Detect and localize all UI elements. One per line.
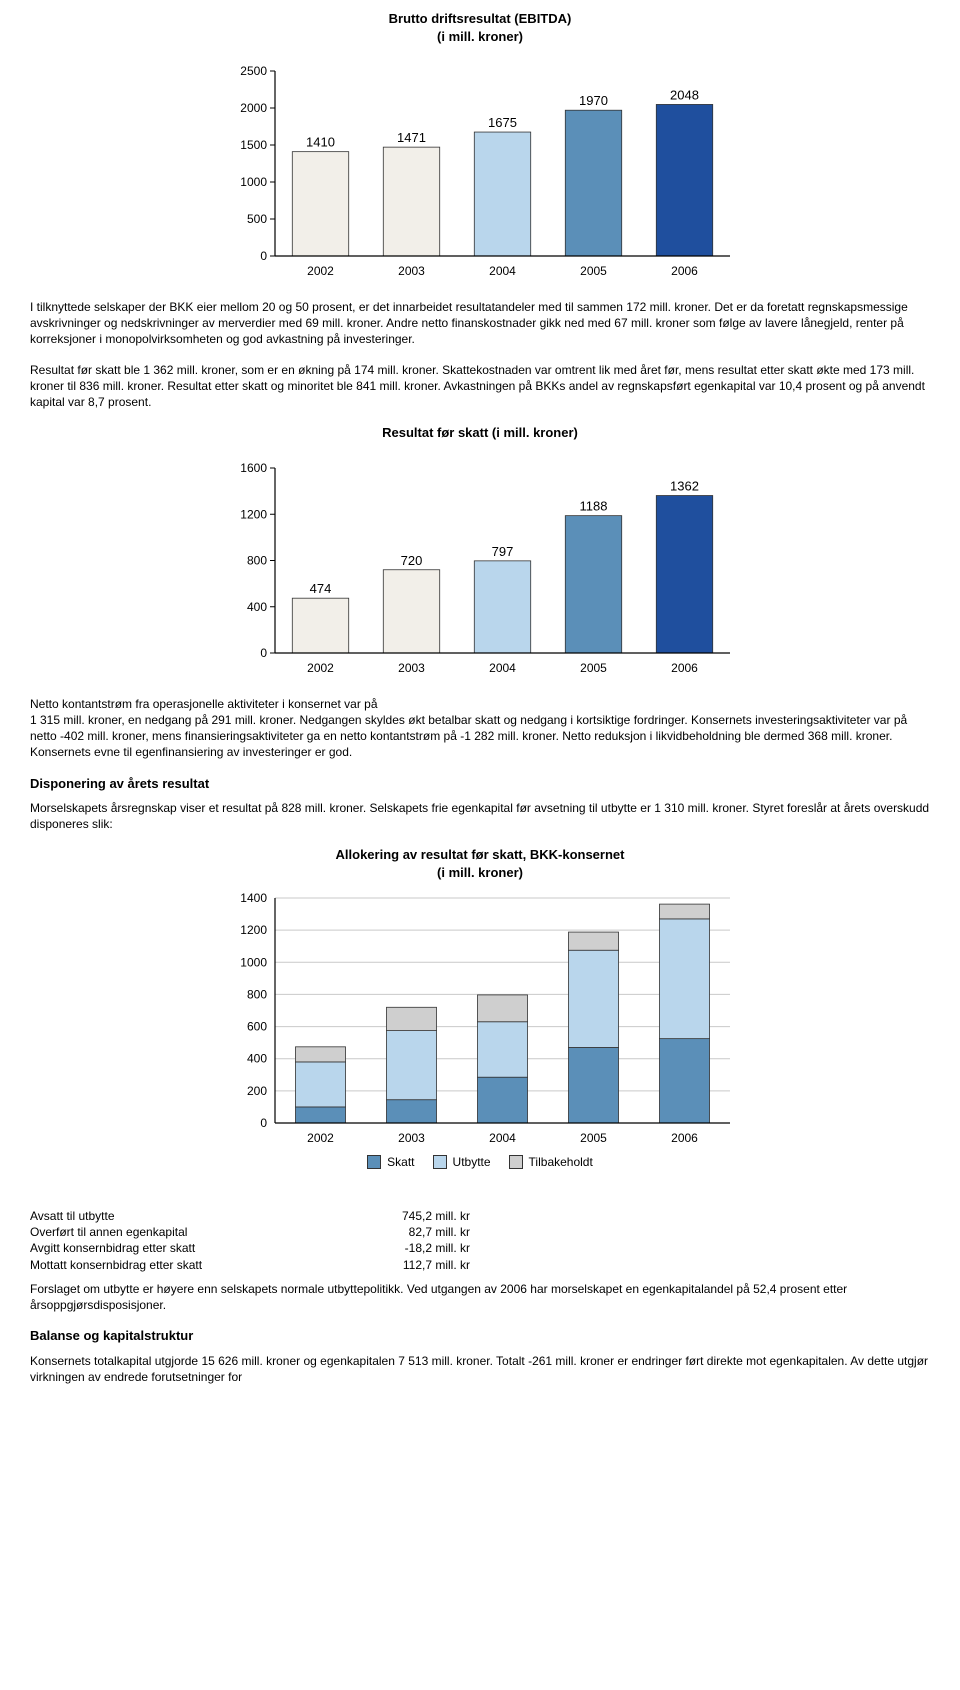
chart2-title: Resultat før skatt (i mill. kroner) (30, 424, 930, 442)
svg-text:1400: 1400 (240, 891, 267, 905)
chart1: 0 500 1000 1500 2000 2500 1410 2002 1471 2003 1675… (30, 51, 930, 281)
svg-text:2002: 2002 (307, 264, 334, 278)
svg-text:1200: 1200 (240, 923, 267, 937)
svg-text:400: 400 (247, 1051, 267, 1065)
chart1-title: Brutto driftsresultat (EBITDA) (i mill. … (30, 10, 930, 45)
legend-item-skatt: Skatt (367, 1154, 414, 1170)
svg-text:800: 800 (247, 553, 267, 567)
svg-text:2006: 2006 (671, 264, 698, 278)
legend-label-utbytte: Utbytte (453, 1154, 491, 1170)
svg-text:2003: 2003 (398, 1131, 425, 1145)
svg-text:800: 800 (247, 987, 267, 1001)
svg-text:2006: 2006 (671, 1131, 698, 1145)
svg-text:600: 600 (247, 1019, 267, 1033)
alloc-value: 745,2 mill. kr (330, 1208, 470, 1224)
chart1-title-l2: (i mill. kroner) (30, 28, 930, 46)
para-6: Konsernets totalkapital utgjorde 15 626 … (30, 1353, 930, 1385)
svg-text:1410: 1410 (306, 135, 335, 150)
svg-text:400: 400 (247, 600, 267, 614)
balanse-head: Balanse og kapitalstruktur (30, 1327, 930, 1345)
svg-text:2006: 2006 (671, 661, 698, 675)
alloc-label: Avgitt konsernbidrag etter skatt (30, 1240, 330, 1256)
alloc-label: Mottatt konsernbidrag etter skatt (30, 1257, 330, 1273)
svg-text:0: 0 (260, 1116, 267, 1130)
svg-text:0: 0 (260, 646, 267, 660)
svg-text:2004: 2004 (489, 661, 516, 675)
svg-text:1600: 1600 (240, 461, 267, 475)
chart3: 0 200 400 600 800 1000 1200 1400 2002 2003 2004 200… (30, 888, 930, 1148)
svg-text:1471: 1471 (397, 130, 426, 145)
svg-text:2500: 2500 (240, 64, 267, 78)
svg-text:2005: 2005 (580, 1131, 607, 1145)
svg-text:1500: 1500 (240, 138, 267, 152)
legend-label-tilbakeholdt: Tilbakeholdt (529, 1154, 593, 1170)
svg-text:200: 200 (247, 1083, 267, 1097)
svg-text:2002: 2002 (307, 661, 334, 675)
svg-text:2003: 2003 (398, 264, 425, 278)
chart3-title-l1: Allokering av resultat før skatt, BKK-ko… (30, 846, 930, 864)
legend-item-utbytte: Utbytte (433, 1154, 491, 1170)
svg-text:2004: 2004 (489, 264, 516, 278)
chart1-title-l1: Brutto driftsresultat (EBITDA) (30, 10, 930, 28)
svg-text:1000: 1000 (240, 955, 267, 969)
svg-text:1188: 1188 (580, 498, 608, 513)
legend-item-tilbakeholdt: Tilbakeholdt (509, 1154, 593, 1170)
alloc-label: Avsatt til utbytte (30, 1208, 330, 1224)
table-row: Avgitt konsernbidrag etter skatt -18,2 m… (30, 1240, 930, 1256)
svg-text:0: 0 (260, 249, 267, 263)
svg-text:1675: 1675 (488, 115, 517, 130)
svg-text:1362: 1362 (670, 478, 699, 493)
svg-text:2003: 2003 (398, 661, 425, 675)
alloc-value: -18,2 mill. kr (330, 1240, 470, 1256)
table-row: Avsatt til utbytte 745,2 mill. kr (30, 1208, 930, 1224)
table-row: Overført til annen egenkapital 82,7 mill… (30, 1224, 930, 1240)
svg-text:2000: 2000 (240, 101, 267, 115)
alloc-label: Overført til annen egenkapital (30, 1224, 330, 1240)
svg-text:2004: 2004 (489, 1131, 516, 1145)
svg-text:720: 720 (401, 553, 423, 568)
para-3b: 1 315 mill. kroner, en nedgang på 291 mi… (30, 712, 930, 761)
para-2: Resultat før skatt ble 1 362 mill. krone… (30, 362, 930, 411)
legend-label-skatt: Skatt (387, 1154, 414, 1170)
alloc-value: 82,7 mill. kr (330, 1224, 470, 1240)
svg-text:2002: 2002 (307, 1131, 334, 1145)
svg-text:2005: 2005 (580, 661, 607, 675)
allocation-table: Avsatt til utbytte 745,2 mill. kr Overfø… (30, 1208, 930, 1273)
chart3-title-l2: (i mill. kroner) (30, 864, 930, 882)
svg-text:797: 797 (492, 544, 514, 559)
chart3-legend: Skatt Utbytte Tilbakeholdt (30, 1154, 930, 1170)
svg-text:1000: 1000 (240, 175, 267, 189)
para-3a: Netto kontantstrøm fra operasjonelle akt… (30, 696, 930, 712)
para-1: I tilknyttede selskaper der BKK eier mel… (30, 299, 930, 348)
table-row: Mottatt konsernbidrag etter skatt 112,7 … (30, 1257, 930, 1273)
legend-swatch-utbytte (433, 1155, 447, 1169)
para-4: Morselskapets årsregnskap viser et resul… (30, 800, 930, 832)
chart2: 0 400 800 1200 1600 474 2002 720 2003 797 2004 1188… (30, 448, 930, 678)
svg-text:474: 474 (310, 581, 332, 596)
svg-text:2048: 2048 (670, 88, 699, 103)
svg-text:2005: 2005 (580, 264, 607, 278)
alloc-value: 112,7 mill. kr (330, 1257, 470, 1273)
legend-swatch-skatt (367, 1155, 381, 1169)
disponering-head: Disponering av årets resultat (30, 775, 930, 793)
svg-text:500: 500 (247, 212, 267, 226)
svg-text:1970: 1970 (579, 93, 608, 108)
para-5: Forslaget om utbytte er høyere enn selsk… (30, 1281, 930, 1313)
legend-swatch-tilbakeholdt (509, 1155, 523, 1169)
svg-text:1200: 1200 (240, 507, 267, 521)
chart3-title: Allokering av resultat før skatt, BKK-ko… (30, 846, 930, 881)
